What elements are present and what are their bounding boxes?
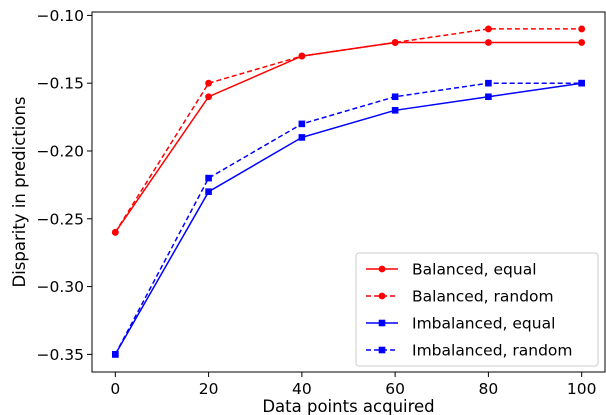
legend-swatch-marker [378, 346, 386, 354]
data-point [298, 120, 306, 128]
data-point [298, 52, 306, 60]
data-point [205, 174, 212, 182]
legend-entry: Balanced, equal [412, 261, 537, 279]
axis-ticks: 0 20 40 60 80 100 −0.35 −0.30 −0.25 −0.20 −0.15 −0.… [37, 7, 597, 398]
y-tick-label: −0.25 [37, 210, 85, 228]
legend-swatch-marker [378, 265, 386, 273]
data-point [578, 79, 585, 87]
x-tick-label: 0 [110, 380, 120, 398]
y-tick-label: −0.30 [37, 278, 85, 296]
x-tick-label: 100 [567, 380, 597, 398]
data-point [485, 79, 492, 87]
series-line-3 [114, 82, 582, 355]
legend-swatch-marker [378, 292, 386, 300]
legend-swatch-marker [378, 319, 386, 327]
legend-entry: Imbalanced, equal [412, 315, 555, 333]
x-axis-label: Data points acquired [262, 397, 434, 415]
x-tick-label: 60 [385, 380, 405, 398]
series-line-1 [114, 28, 582, 233]
y-tick-label: −0.20 [37, 142, 85, 160]
y-axis-label: Disparity in predictions [10, 97, 29, 288]
data-point [485, 25, 492, 33]
x-tick-label: 80 [479, 380, 499, 398]
series-lines [111, 25, 586, 358]
legend-box [355, 252, 599, 367]
data-point [112, 351, 119, 358]
x-tick-label: 40 [292, 380, 312, 398]
plot-frame [91, 11, 606, 373]
data-point [578, 25, 586, 33]
x-tick-label: 20 [199, 380, 219, 398]
y-tick-label: −0.15 [37, 75, 85, 93]
data-point [578, 39, 586, 46]
data-point [205, 188, 212, 195]
y-tick-label: −0.35 [37, 346, 85, 364]
data-point [485, 93, 492, 101]
data-point [298, 134, 306, 141]
data-point [391, 39, 399, 46]
data-point [205, 79, 212, 87]
legend-entry: Balanced, random [412, 288, 554, 306]
legend-entry: Imbalanced, random [412, 342, 573, 360]
legend: Balanced, equal Balanced, random Imbalance… [355, 252, 599, 367]
data-point [391, 93, 399, 101]
data-point [205, 93, 212, 101]
data-point [391, 107, 399, 114]
data-point [111, 228, 119, 236]
series-line-0 [114, 41, 582, 233]
data-point [485, 39, 492, 46]
y-tick-label: −0.10 [37, 7, 85, 25]
series-line-2 [114, 82, 582, 355]
